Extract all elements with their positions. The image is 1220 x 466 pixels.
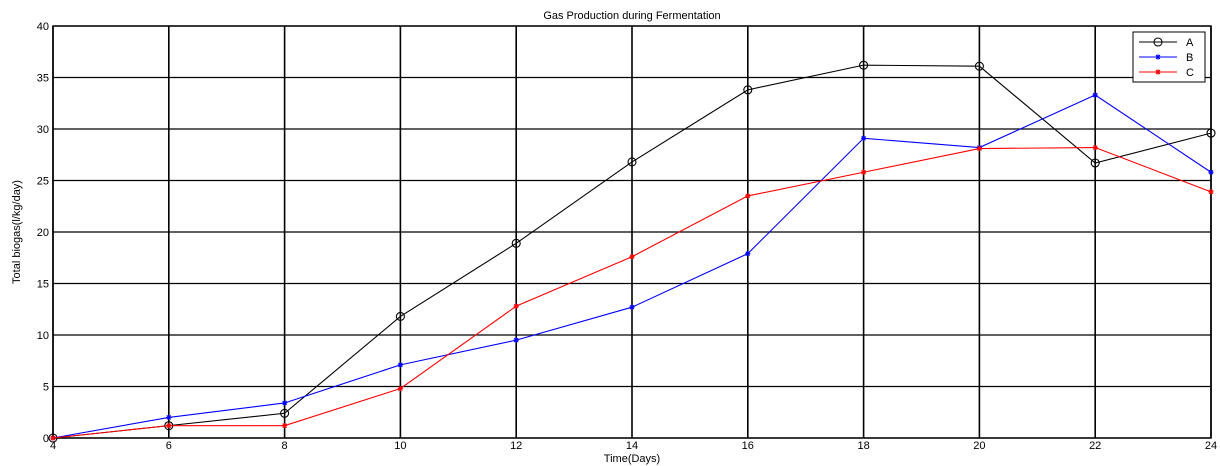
data-point (1153, 37, 1163, 47)
x-tick-label: 4 (50, 440, 56, 452)
x-tick-label: 24 (1205, 440, 1217, 452)
data-point (397, 385, 403, 392)
x-tick-label: 6 (166, 440, 172, 452)
x-tick-label: 14 (626, 440, 638, 452)
data-point (1208, 169, 1214, 175)
data-point (745, 193, 751, 199)
legend-item-C: C (1139, 67, 1194, 79)
data-point (1155, 69, 1161, 75)
data-point (976, 145, 982, 152)
grid (52, 25, 1212, 439)
y-axis-label: Total biogas(l/kg/day) (11, 180, 23, 284)
data-point (166, 414, 172, 420)
x-tick-label: 20 (973, 440, 985, 452)
tick-labels: 4 6 8 10 12 14 16 18 20 22 24 0 5 10 15 20 25 30 35 40 (37, 21, 1217, 452)
y-tick-label: 35 (37, 73, 49, 85)
legend-item-A: A (1139, 37, 1194, 49)
y-tick-label: 5 (43, 382, 49, 394)
data-point (282, 423, 288, 429)
data-point (1092, 92, 1098, 98)
x-tick-label: 8 (282, 440, 288, 452)
data-point (1090, 158, 1100, 168)
x-axis-label: Time(Days) (604, 453, 660, 465)
data-point (282, 400, 288, 406)
data-point (1092, 144, 1098, 151)
legend-label: C (1186, 67, 1194, 79)
data-point (397, 362, 403, 368)
data-point (513, 337, 519, 343)
axes (52, 25, 1212, 439)
x-tick-label: 18 (857, 440, 869, 452)
x-tick-label: 10 (394, 440, 406, 452)
plot-frame (52, 25, 1212, 439)
y-tick-label: 10 (37, 330, 49, 342)
data-point (861, 169, 867, 175)
data-point (629, 254, 635, 260)
data-point (395, 311, 405, 322)
y-tick-label: 0 (43, 433, 49, 445)
data-point (1206, 128, 1216, 138)
y-tick-label: 30 (37, 124, 49, 136)
data-point (745, 251, 751, 257)
data-point (511, 238, 521, 248)
x-tick-label: 22 (1089, 440, 1101, 452)
y-tick-label: 20 (37, 227, 49, 239)
chart-title: Gas Production during Fermentation (543, 10, 720, 22)
series-C (50, 144, 1214, 441)
y-tick-label: 25 (37, 176, 49, 188)
data-point (280, 408, 290, 418)
x-tick-label: 16 (742, 440, 754, 452)
data-point (1155, 54, 1161, 60)
data-point (859, 60, 869, 70)
y-tick-label: 15 (37, 279, 49, 291)
data-point (861, 135, 867, 141)
legend-label: B (1186, 52, 1193, 64)
data-point (629, 304, 635, 310)
legend-label: A (1186, 37, 1194, 49)
data-point (513, 303, 519, 309)
data-point (50, 435, 56, 441)
data-point (166, 423, 172, 429)
data-point (627, 157, 637, 167)
x-tick-label: 12 (510, 440, 522, 452)
series-layer (48, 60, 1216, 443)
y-tick-label: 40 (37, 21, 49, 33)
data-point (743, 85, 753, 95)
legend-item-B: B (1139, 52, 1193, 64)
series-line (52, 64, 1212, 439)
data-point (1208, 189, 1214, 195)
data-point (974, 61, 984, 71)
legend: ABC (1132, 31, 1206, 83)
